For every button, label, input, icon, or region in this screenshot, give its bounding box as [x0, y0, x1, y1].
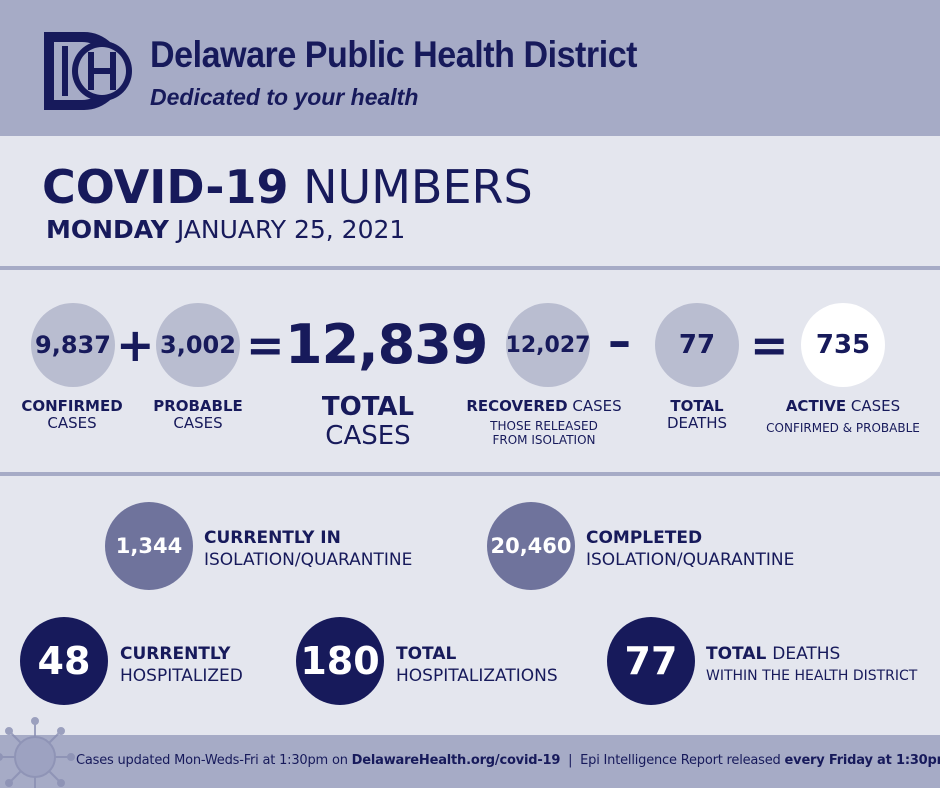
total-deaths-label: TOTAL DEATHS WITHIN THE HEALTH DISTRICT — [706, 643, 917, 687]
active-note: CONFIRMED & PROBABLE — [766, 421, 920, 435]
minus-sign-2: – — [608, 314, 631, 368]
hospitalizations-bottom: HOSPITALIZATIONS — [396, 666, 558, 686]
footer-text: Cases updated Mon-Weds-Fri at 1:30pm on … — [76, 753, 940, 768]
deaths-label-bold: TOTAL — [670, 397, 724, 415]
footer-band — [0, 735, 940, 788]
hospitalized-circle: 48 — [20, 617, 108, 705]
footer-text-2: Epi Intelligence Report released — [580, 753, 785, 768]
active-label-text: CASES — [850, 397, 901, 415]
hospitalizations-circle: 180 — [296, 617, 384, 705]
total-deaths-top-bold: TOTAL — [706, 644, 767, 664]
footer-separator: | — [560, 753, 581, 768]
report-day: MONDAY — [46, 215, 169, 244]
dh-logo-icon — [44, 32, 132, 110]
total-deaths-top-light: DEATHS — [772, 644, 841, 664]
probable-label: PROBABLE CASES — [136, 398, 260, 432]
recovered-note-1: THOSE RELEASED — [490, 419, 598, 433]
hospitalized-label: CURRENTLY HOSPITALIZED — [120, 643, 243, 687]
probable-circle: 3,002 — [156, 303, 240, 387]
recovered-circle: 12,027 — [506, 303, 590, 387]
total-cases-value: 12,839 — [285, 313, 488, 376]
confirmed-label-text: CASES — [47, 414, 97, 432]
recovered-label: RECOVERED CASES THOSE RELEASED FROM ISOL… — [462, 397, 626, 448]
plus-sign: + — [116, 318, 155, 372]
deaths-label-text: DEATHS — [666, 414, 728, 432]
report-date-text: JANUARY 25, 2021 — [176, 215, 406, 244]
divider-top — [0, 266, 940, 270]
footer-link[interactable]: DelawareHealth.org/covid-19 — [351, 753, 561, 768]
isolation-completed-top: COMPLETED — [586, 528, 703, 548]
active-label: ACTIVE CASES CONFIRMED & PROBABLE — [758, 397, 928, 436]
total-label-text: CASES — [325, 421, 411, 451]
hospitalizations-top: TOTAL — [396, 644, 457, 664]
org-name: Delaware Public Health District — [150, 34, 638, 75]
confirmed-label: CONFIRMED CASES — [10, 398, 134, 432]
recovered-label-bold: RECOVERED — [466, 397, 568, 415]
active-label-bold: ACTIVE — [785, 397, 847, 415]
isolation-current-bottom: ISOLATION/QUARANTINE — [204, 550, 413, 570]
deaths-circle: 77 — [655, 303, 739, 387]
isolation-current-circle: 1,344 — [105, 502, 193, 590]
isolation-completed-bottom: ISOLATION/QUARANTINE — [586, 550, 795, 570]
isolation-current-label: CURRENTLY IN ISOLATION/QUARANTINE — [204, 527, 412, 571]
org-tagline: Dedicated to your health — [150, 84, 419, 110]
recovered-note-2: FROM ISOLATION — [492, 433, 596, 447]
total-deaths-top: TOTAL DEATHS — [706, 643, 917, 665]
probable-label-text: CASES — [173, 414, 223, 432]
hospitalized-top: CURRENTLY — [120, 644, 231, 664]
total-deaths-bottom: WITHIN THE HEALTH DISTRICT — [706, 668, 918, 684]
total-cases-label: TOTAL CASES — [298, 393, 438, 451]
hospitalized-bottom: HOSPITALIZED — [120, 666, 243, 686]
title-band — [0, 136, 940, 266]
header-band — [0, 0, 940, 136]
report-date: MONDAY JANUARY 25, 2021 — [46, 215, 405, 244]
probable-label-bold: PROBABLE — [153, 397, 243, 415]
equals-sign-1: = — [246, 318, 285, 372]
hospitalizations-label: TOTAL HOSPITALIZATIONS — [396, 643, 558, 687]
deaths-label: TOTAL DEATHS — [640, 398, 754, 432]
minus-sign-1: – — [462, 314, 485, 368]
title-light: NUMBERS — [303, 160, 533, 214]
isolation-completed-label: COMPLETED ISOLATION/QUARANTINE — [586, 527, 794, 571]
confirmed-label-bold: CONFIRMED — [21, 397, 123, 415]
recovered-label-text: CASES — [572, 397, 622, 415]
virus-icon — [0, 717, 75, 788]
active-circle: 735 — [801, 303, 885, 387]
footer-bold-end: every Friday at 1:30pm — [784, 753, 940, 768]
page-title: COVID-19 NUMBERS — [42, 160, 533, 214]
isolation-completed-circle: 20,460 — [487, 502, 575, 590]
footer-text-1: Cases updated Mon-Weds-Fri at 1:30pm on — [76, 753, 352, 768]
equals-sign-2: = — [750, 318, 789, 372]
isolation-current-top: CURRENTLY IN — [204, 528, 341, 548]
title-bold: COVID-19 — [42, 160, 289, 214]
total-label-bold: TOTAL — [321, 392, 415, 422]
divider-bottom — [0, 472, 940, 476]
confirmed-circle: 9,837 — [31, 303, 115, 387]
total-deaths-circle: 77 — [607, 617, 695, 705]
